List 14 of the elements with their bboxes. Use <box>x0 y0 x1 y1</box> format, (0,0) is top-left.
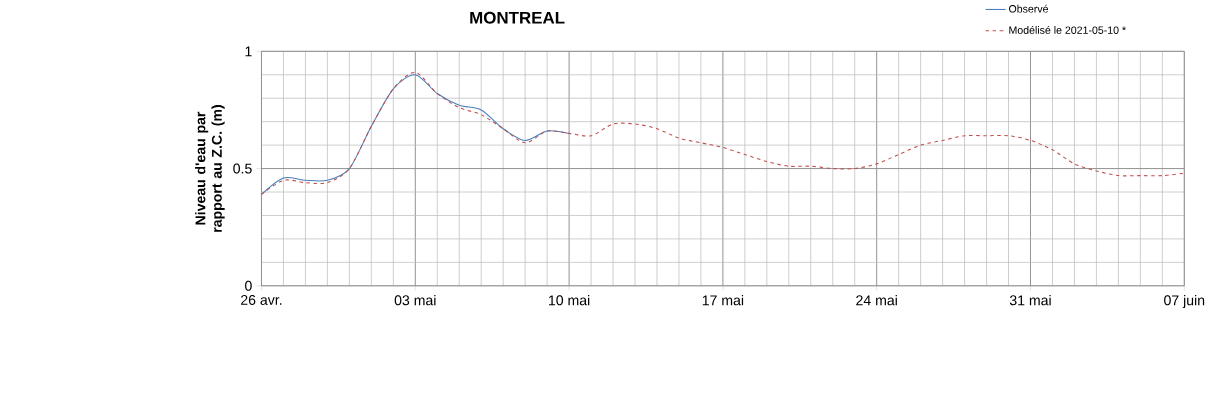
x-tick-label: 03 mai <box>394 295 436 306</box>
x-tick-label: 26 avr. <box>241 295 282 306</box>
x-tick-label: 17 mai <box>702 295 744 306</box>
x-tick-label: 24 mai <box>856 295 897 306</box>
chart-title: MONTREAL <box>470 11 565 24</box>
x-tick-label: 31 mai <box>1009 295 1051 306</box>
legend-label: Modélisé le 2021-05-10 * <box>1009 26 1126 35</box>
x-tick-label: 07 juin <box>1164 295 1205 309</box>
y-tick-label: 0 <box>245 280 252 291</box>
x-tick-label: 10 mai <box>548 295 590 306</box>
legend-label: Observé <box>1009 4 1049 13</box>
y-tick-label: 0.5 <box>233 163 252 174</box>
y-tick-label: 1 <box>245 46 252 57</box>
y-axis-title: Niveau d'eau par rapport au Z.C. (m) <box>195 105 225 233</box>
